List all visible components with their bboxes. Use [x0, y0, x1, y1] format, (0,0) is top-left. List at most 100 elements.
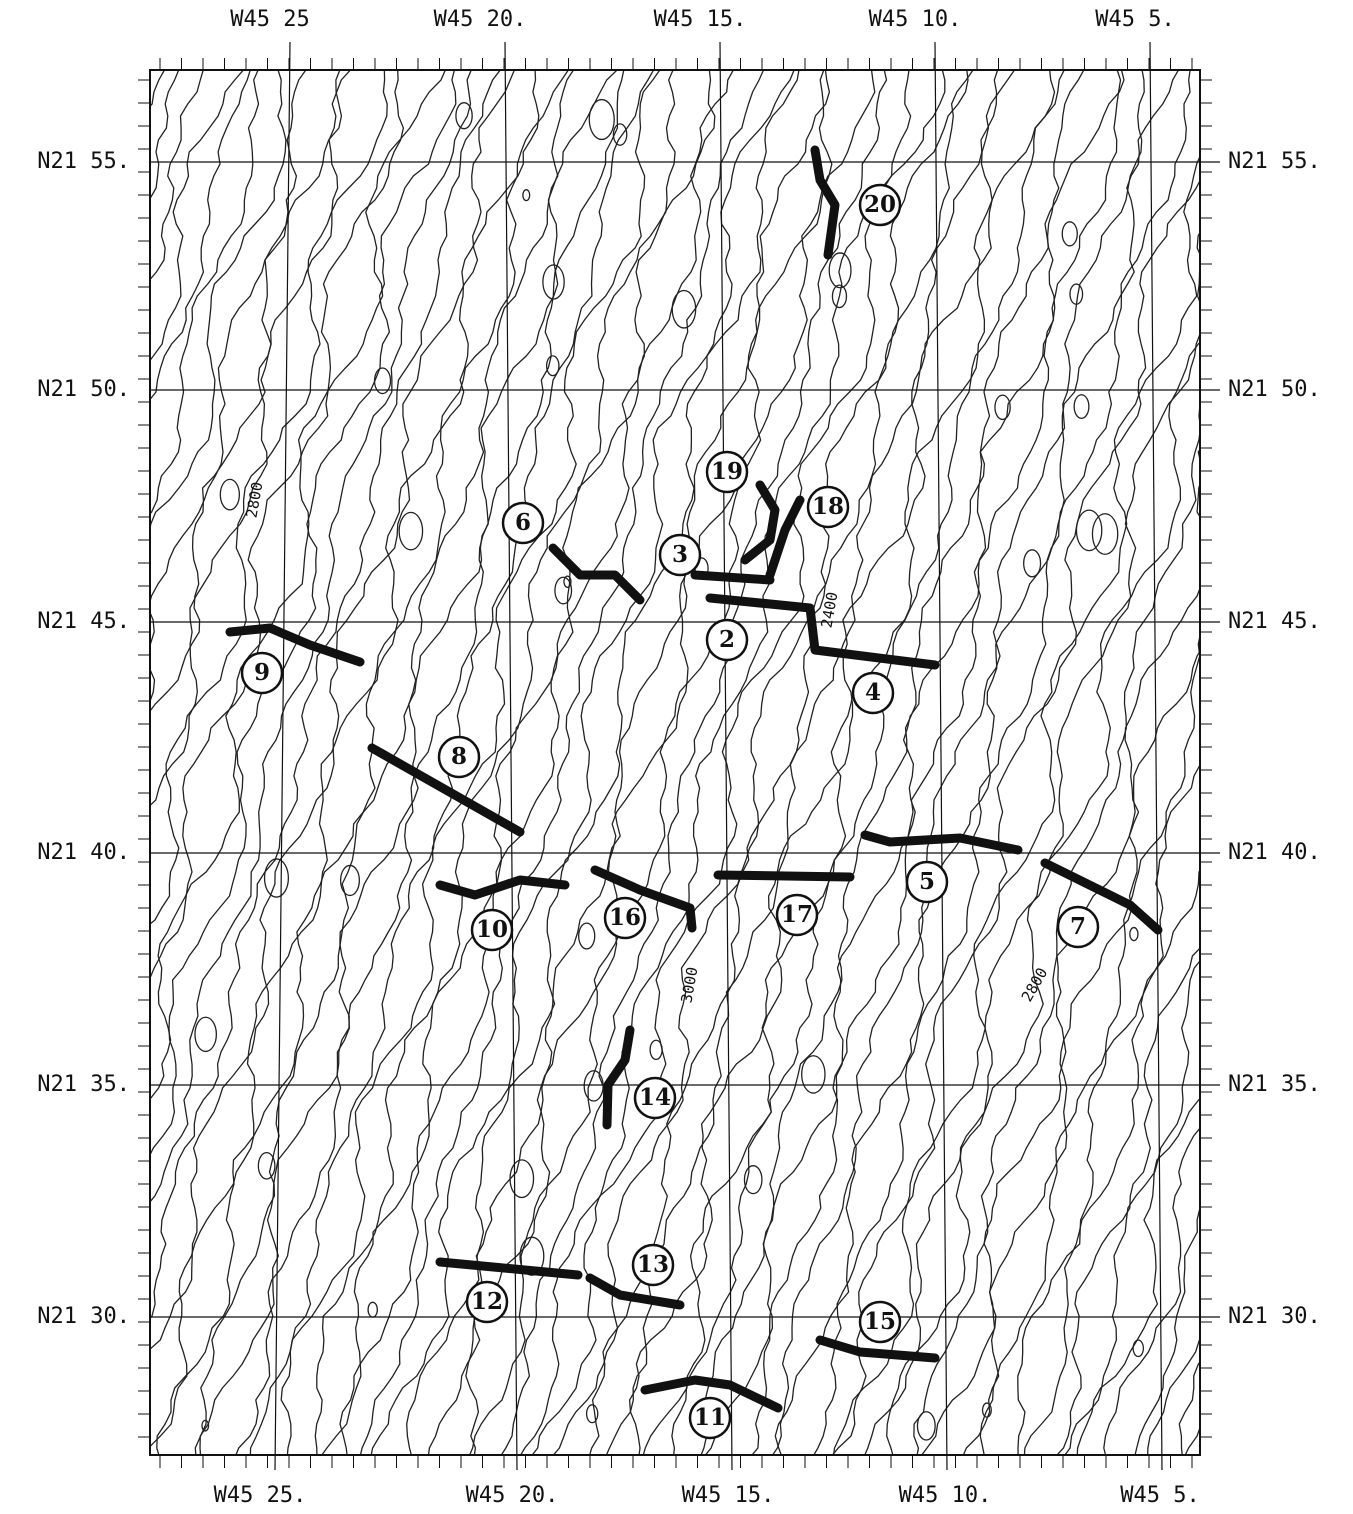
marker-label: 19	[711, 458, 743, 485]
grid-line	[1149, 41, 1163, 1471]
contour	[1073, 394, 1090, 419]
contour	[994, 394, 1011, 421]
contour	[1178, 1361, 1200, 1455]
contour	[370, 70, 795, 1455]
left-label: N21 40.	[37, 840, 130, 865]
contour	[280, 70, 661, 1455]
marker-label: 17	[781, 901, 813, 928]
contour	[913, 402, 1200, 1455]
track	[435, 875, 570, 900]
grid-line	[934, 41, 948, 1471]
contour	[628, 70, 1016, 1455]
contour	[545, 355, 560, 377]
marker-circle	[470, 908, 514, 952]
contour	[588, 98, 615, 141]
contour	[864, 231, 1200, 1455]
contour	[578, 922, 596, 950]
contour	[339, 864, 360, 897]
contour	[981, 1402, 992, 1418]
contour	[150, 70, 307, 704]
left-label: N21 30.	[37, 1304, 130, 1329]
track	[810, 145, 840, 260]
track	[602, 1025, 635, 1130]
track	[435, 1257, 583, 1280]
bottom-label: W45 25.	[214, 1483, 307, 1508]
contour	[150, 70, 388, 925]
track	[585, 1273, 685, 1310]
contour	[1076, 1097, 1200, 1455]
contour	[199, 70, 619, 1455]
left-label: N21 35.	[37, 1072, 130, 1097]
track	[640, 1375, 783, 1413]
marker-circle	[631, 1243, 675, 1287]
contour	[612, 123, 628, 146]
contour	[774, 70, 1180, 1455]
contour	[531, 70, 946, 1455]
contour	[831, 179, 1200, 1455]
contour	[563, 575, 572, 588]
contour	[522, 189, 531, 202]
contour	[1023, 868, 1200, 1455]
contour	[552, 70, 969, 1455]
contour	[585, 1404, 599, 1424]
right-label: N21 45.	[1228, 609, 1321, 634]
top-label: W45 5.	[1095, 7, 1174, 32]
contour	[771, 70, 1145, 1455]
track	[590, 865, 697, 933]
contour	[201, 1419, 210, 1432]
marker-label: 14	[639, 1084, 671, 1111]
contour	[886, 341, 1200, 1455]
marker-circle	[437, 735, 481, 779]
contour	[642, 70, 1056, 1455]
marker-label: 5	[919, 868, 935, 895]
track	[765, 495, 805, 580]
contour	[671, 289, 697, 329]
left-label: N21 45.	[37, 609, 130, 634]
contour	[1184, 1425, 1200, 1455]
frame	[149, 69, 1201, 1456]
contour	[828, 252, 852, 289]
bottom-label: W45 10.	[899, 1483, 992, 1508]
contour	[1147, 1337, 1200, 1455]
marker-circle	[633, 1076, 677, 1120]
marker-circle	[851, 671, 895, 715]
track	[740, 480, 780, 565]
bottom-label: W45 5.	[1120, 1483, 1199, 1508]
labels: W45 25 W45 20. W45 15. W45 10. W45 5. W45 25.…	[37, 7, 1320, 1508]
contour-label: 2400	[818, 591, 842, 630]
grid-line	[504, 41, 518, 1471]
top-label: W45 10.	[869, 7, 962, 32]
marker-circle	[1056, 905, 1100, 949]
contour	[1061, 221, 1078, 247]
contour	[367, 1301, 378, 1318]
marker-label: 7	[1070, 913, 1086, 940]
marker-label: 12	[471, 1288, 503, 1315]
contour	[583, 1070, 604, 1102]
contour	[962, 650, 1200, 1455]
marker-label: 16	[609, 904, 641, 931]
marker-circle	[658, 533, 702, 577]
contour	[700, 70, 1085, 1455]
right-label: N21 35.	[1228, 1072, 1321, 1097]
contour	[398, 511, 424, 551]
contour	[1064, 959, 1200, 1455]
contour	[150, 70, 343, 713]
contour	[406, 70, 800, 1455]
contour	[150, 70, 540, 1448]
contour	[321, 70, 716, 1455]
marker-circle	[603, 896, 647, 940]
marker-label: 8	[451, 743, 467, 770]
marker-circle	[688, 1396, 732, 1440]
contour	[1103, 1127, 1200, 1455]
contour	[150, 70, 502, 1320]
contour	[150, 70, 251, 401]
right-label: N21 55.	[1228, 149, 1321, 174]
contour	[1056, 947, 1200, 1455]
contour	[219, 478, 241, 511]
contour	[649, 1039, 663, 1061]
contour	[832, 154, 1200, 1455]
marker-circle	[905, 860, 949, 904]
contour	[257, 1151, 276, 1180]
contour	[831, 284, 848, 309]
